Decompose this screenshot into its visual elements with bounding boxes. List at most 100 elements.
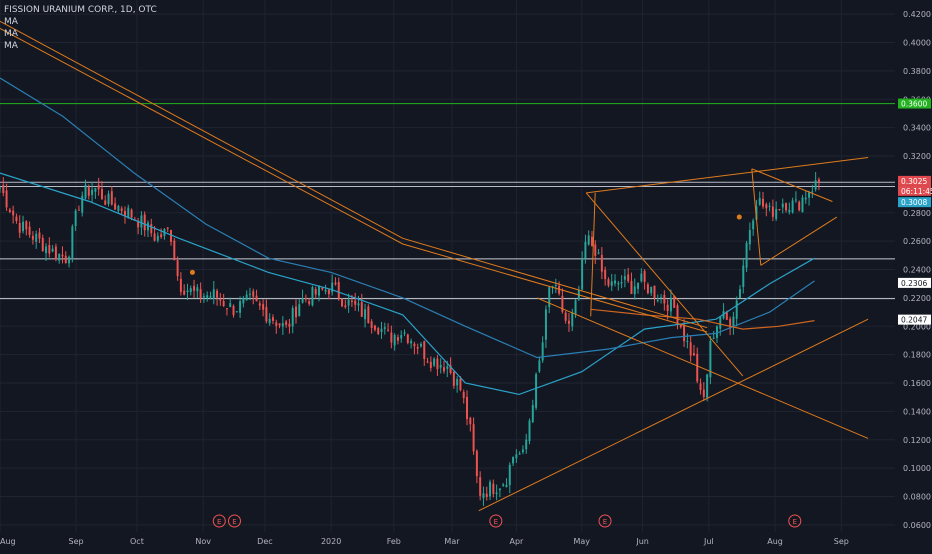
candle-body: [788, 209, 791, 213]
x-tick-label: May: [573, 537, 590, 546]
price-badge[interactable]: [898, 277, 931, 288]
trend-line[interactable]: [751, 168, 762, 266]
candle-body: [439, 364, 442, 368]
candle-body: [150, 224, 153, 234]
candle-body: [239, 301, 242, 313]
moving-average-line-3[interactable]: [590, 308, 815, 330]
x-tick-label: 2020: [321, 537, 341, 546]
candle-body: [77, 209, 80, 211]
candle-body: [275, 322, 278, 326]
trend-line[interactable]: [0, 27, 708, 333]
x-tick-label: Jun: [635, 537, 649, 546]
trend-line[interactable]: [751, 168, 833, 202]
candle-body: [196, 287, 199, 292]
candle-body: [245, 294, 248, 301]
candle-body: [462, 392, 465, 399]
candle-body: [367, 306, 370, 324]
candle-body: [127, 207, 130, 219]
y-tick-label: 0.1600: [903, 379, 931, 388]
candle-body: [176, 260, 179, 277]
candle-body: [485, 493, 488, 497]
candle-body: [646, 284, 649, 294]
candle-body: [479, 477, 482, 496]
candle-body: [68, 256, 71, 264]
trend-line[interactable]: [586, 157, 869, 194]
candle-body: [531, 405, 534, 422]
earnings-marker[interactable]: [212, 514, 226, 528]
moving-average-line-1[interactable]: [0, 172, 815, 396]
candle-body: [745, 242, 748, 268]
price-badge-label: 0.2306: [901, 279, 927, 288]
candle-body: [742, 265, 745, 288]
trend-line[interactable]: [590, 192, 596, 317]
price-badge-label: 0.3008: [901, 198, 927, 207]
trend-line[interactable]: [0, 20, 708, 329]
candle-body: [252, 291, 255, 297]
candle-body: [97, 185, 100, 190]
candle-body: [107, 193, 110, 205]
candle-body: [58, 253, 61, 261]
trend-line[interactable]: [478, 318, 869, 512]
candle-body: [715, 326, 718, 338]
candle-body: [268, 318, 271, 324]
candle-body: [183, 290, 186, 295]
x-tick-label: Apr: [509, 537, 524, 546]
candle-body: [301, 298, 304, 303]
candle-body: [380, 328, 383, 333]
candle-body: [604, 269, 607, 279]
candle-body: [535, 374, 538, 408]
candle-body: [623, 276, 626, 280]
candle-body: [216, 290, 219, 298]
price-badge[interactable]: [898, 197, 931, 208]
trend-line[interactable]: [760, 216, 838, 266]
candle-body: [515, 454, 518, 459]
candle-body: [712, 337, 715, 339]
candle-body: [153, 233, 156, 241]
candle-body: [436, 358, 439, 370]
y-tick-label: 0.0600: [903, 521, 931, 530]
earnings-marker-label: E: [217, 518, 221, 526]
indicator-label-3[interactable]: MA: [4, 41, 18, 51]
earnings-marker[interactable]: [227, 514, 241, 528]
candle-body: [137, 220, 140, 228]
candle-body: [25, 221, 28, 230]
candle-body: [71, 226, 74, 258]
candle-body: [778, 209, 781, 211]
candle-body: [209, 296, 212, 298]
candle-body: [123, 210, 126, 216]
candle-body: [449, 365, 452, 373]
candle-body: [179, 278, 182, 292]
earnings-marker[interactable]: [788, 514, 802, 528]
indicator-label-2[interactable]: MA: [4, 29, 18, 39]
price-badge[interactable]: [898, 175, 931, 186]
moving-average-line-2[interactable]: [0, 77, 815, 359]
indicator-label-1[interactable]: MA: [4, 17, 18, 27]
candle-body: [660, 297, 663, 299]
candle-body: [337, 282, 340, 299]
price-badge[interactable]: [898, 185, 931, 196]
candle-body: [393, 334, 396, 346]
candle-body: [413, 343, 416, 347]
candle-body: [567, 320, 570, 324]
price-badge-label: 0.3600: [901, 100, 927, 109]
candle-body: [669, 297, 672, 312]
candle-body: [443, 367, 445, 372]
price-badge-label: 0.2047: [901, 316, 927, 325]
earnings-marker[interactable]: [489, 514, 503, 528]
price-badge[interactable]: [898, 314, 931, 325]
candle-body: [489, 481, 492, 497]
trend-line[interactable]: [536, 297, 869, 439]
price-badge[interactable]: [898, 98, 931, 109]
candle-body: [804, 197, 807, 200]
candle-body: [5, 190, 8, 208]
candle-body: [817, 179, 820, 182]
earnings-marker[interactable]: [598, 514, 612, 528]
chart-title[interactable]: FISSION URANIUM CORP., 1D, OTC: [4, 5, 157, 15]
x-tick-label: Sep: [834, 537, 849, 546]
signal-dot: [736, 214, 742, 220]
trend-line[interactable]: [585, 192, 744, 377]
candle-body: [492, 483, 495, 494]
candle-body: [84, 184, 87, 199]
candle-body: [74, 210, 77, 227]
candle-body: [811, 191, 814, 193]
